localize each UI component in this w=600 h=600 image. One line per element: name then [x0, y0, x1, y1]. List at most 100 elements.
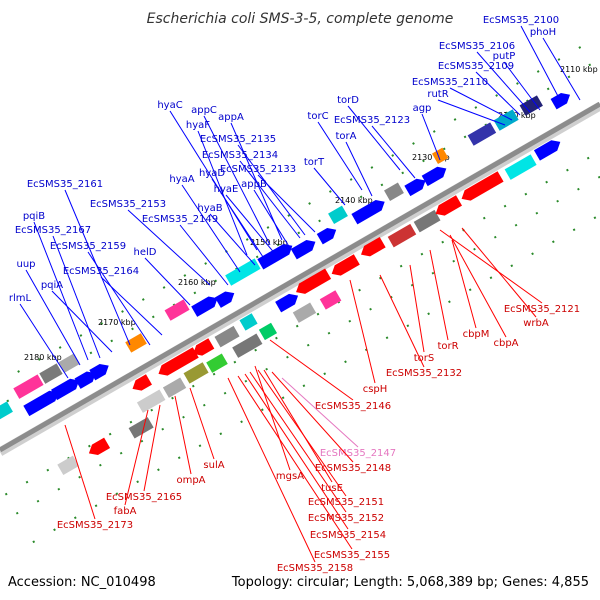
leader-line: [127, 209, 211, 286]
gene-label: uup: [16, 259, 35, 270]
gene-feature: [58, 353, 80, 373]
gene-feature: [351, 200, 385, 225]
leader-line: [197, 130, 248, 256]
gene-feature: [257, 244, 293, 270]
leader-line: [239, 160, 301, 239]
gene-label: pqiB: [23, 211, 45, 222]
gene-feature: [387, 223, 417, 248]
gene-label: hyaE: [214, 184, 239, 195]
gene-label: fabA: [114, 506, 137, 517]
track-guide: [0, 37, 597, 384]
leader-line: [542, 37, 581, 101]
gene-feature: [404, 178, 426, 197]
leader-line: [263, 369, 333, 483]
gene-feature: [125, 333, 147, 353]
gene-label: rlmL: [9, 293, 32, 304]
gene-label: EcSMS35_2148: [315, 463, 391, 474]
gene-label: cspH: [363, 384, 388, 395]
gene-label: EcSMS35_2109: [438, 61, 514, 72]
leader-line: [253, 189, 291, 249]
gene-feature: [57, 455, 79, 476]
gene-label: torT: [304, 157, 325, 168]
gene-feature: [51, 378, 80, 401]
gene-label: wrbA: [523, 318, 549, 329]
gene-label: helD: [134, 247, 157, 258]
gene-label: EcSMS35_2106: [439, 41, 515, 52]
leader-line: [257, 369, 347, 497]
leader-line: [281, 377, 359, 448]
leader-line: [211, 178, 266, 261]
gene-label: EcSMS35_2135: [200, 134, 276, 145]
leader-line: [143, 404, 161, 492]
gene-feature: [214, 291, 235, 308]
gene-label: tusE: [321, 483, 343, 494]
leader-line: [64, 189, 131, 346]
leader-line: [347, 105, 401, 171]
leader-line: [271, 371, 354, 463]
leader-line: [100, 276, 163, 336]
gene-feature: [89, 363, 109, 381]
gene-label: torR: [437, 341, 458, 352]
leader-line: [269, 339, 354, 401]
leader-line: [439, 229, 543, 304]
leader-line: [461, 227, 537, 318]
gene-label: EcSMS35_2123: [334, 115, 410, 126]
gene-label: rutR: [427, 89, 448, 100]
kbp-tick-label: 2160 kbp: [178, 278, 216, 287]
gene-label: EcSMS35_2155: [314, 550, 390, 561]
kbp-tick-label: 2110 kbp: [560, 65, 598, 74]
gene-feature: [191, 296, 218, 317]
leader-line: [520, 25, 561, 101]
kbp-tick-label: 2170 kbp: [98, 318, 136, 327]
gene-label: EcSMS35_2149: [142, 214, 218, 225]
gene-label: torS: [414, 353, 435, 364]
leader-line: [51, 290, 113, 353]
gene-feature: [39, 363, 63, 384]
gene-feature: [550, 93, 571, 110]
gene-feature: [128, 417, 154, 439]
leader-line: [25, 269, 81, 366]
gene-label: EcSMS35_2147: [320, 448, 396, 459]
gene-feature: [0, 401, 13, 420]
gene-label: appA: [218, 112, 244, 123]
leader-line: [33, 221, 89, 361]
backbone-line: [0, 101, 600, 453]
kbp-tick-label: 2180 kbp: [24, 353, 62, 362]
kbp-tick-label: 2130 kbp: [412, 153, 450, 162]
gene-feature: [206, 353, 228, 373]
track-guide: [32, 213, 600, 544]
leader-line: [451, 239, 477, 329]
leader-line: [249, 371, 347, 513]
gene-feature: [132, 374, 152, 391]
gene-label: pqiA: [41, 280, 63, 291]
gene-feature: [275, 293, 299, 313]
gene-feature: [74, 371, 96, 389]
leader-line: [225, 194, 277, 256]
gene-label: phoH: [530, 27, 556, 38]
gene-feature: [290, 240, 316, 260]
gene-label: hyaC: [157, 100, 182, 111]
leader-line: [317, 121, 363, 191]
gene-label: EcSMS35_2173: [57, 520, 133, 531]
gene-label: torD: [337, 95, 359, 106]
gene-label: EcSMS35_2153: [90, 199, 166, 210]
feature-tracks: [0, 93, 571, 476]
leader-line: [449, 234, 507, 338]
gene-label: EcSMS35_2167: [15, 225, 91, 236]
gene-feature: [158, 347, 199, 376]
gene-label: EcSMS35_2133: [220, 164, 296, 175]
gene-label: EcSMS35_2100: [483, 15, 559, 26]
gene-feature: [361, 236, 386, 257]
gene-label: EcSMS35_2121: [504, 304, 580, 315]
gene-label: appB: [241, 179, 267, 190]
leader-line: [179, 224, 229, 286]
leader-line: [429, 249, 449, 341]
leader-line: [437, 99, 506, 126]
gene-feature: [384, 182, 404, 201]
gene-feature: [533, 140, 561, 161]
leader-line: [227, 377, 316, 563]
gene-label: appC: [191, 105, 217, 116]
